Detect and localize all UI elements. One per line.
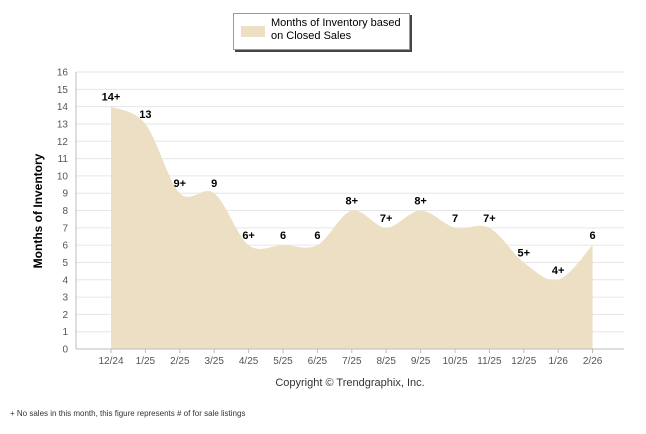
y-tick-label: 7 bbox=[62, 223, 68, 234]
data-label: 13 bbox=[139, 109, 151, 121]
x-tick-label: 2/25 bbox=[170, 356, 190, 367]
y-axis-label: Months of Inventory bbox=[31, 153, 45, 268]
data-label: 6+ bbox=[242, 230, 255, 242]
x-tick-labels: 12/24 1/25 2/25 3/25 4/25 5/25 6/25 7/25 8/25 9/2… bbox=[98, 356, 602, 367]
y-tick-label: 0 bbox=[62, 345, 68, 356]
y-tick-label: 4 bbox=[62, 275, 68, 286]
footnote: + No sales in this month, this figure re… bbox=[10, 409, 246, 418]
y-tick-label: 9 bbox=[62, 189, 68, 200]
data-label: 6 bbox=[590, 230, 596, 242]
series-area bbox=[111, 106, 593, 349]
data-label: 4+ bbox=[552, 265, 565, 277]
data-label: 7+ bbox=[380, 213, 393, 225]
y-tick-label: 11 bbox=[58, 154, 69, 165]
y-tick-label: 3 bbox=[62, 293, 68, 304]
x-tick-label: 6/25 bbox=[308, 356, 328, 367]
data-label: 9+ bbox=[174, 178, 187, 190]
axes bbox=[75, 72, 624, 353]
data-label: 8+ bbox=[346, 196, 359, 208]
y-tick-label: 14 bbox=[57, 102, 69, 113]
legend: Months of Inventory based on Closed Sale… bbox=[233, 13, 410, 50]
x-tick-label: 8/25 bbox=[376, 356, 396, 367]
y-tick-label: 13 bbox=[57, 119, 69, 130]
data-label: 8+ bbox=[414, 196, 427, 208]
y-tick-label: 16 bbox=[57, 68, 69, 79]
x-tick-label: 12/25 bbox=[511, 356, 536, 367]
x-tick-label: 12/24 bbox=[98, 356, 123, 367]
y-tick-label: 12 bbox=[57, 137, 69, 148]
data-label: 6 bbox=[280, 230, 286, 242]
x-tick-label: 2/26 bbox=[583, 356, 603, 367]
data-label: 6 bbox=[314, 230, 320, 242]
data-labels: 14+ 13 9+ 9 6+ 6 6 8+ 7+ 8+ 7 7+ 5+ 4+ 6 bbox=[102, 92, 596, 277]
y-tick-label: 15 bbox=[57, 85, 69, 96]
data-label: 7+ bbox=[483, 213, 496, 225]
x-tick-label: 1/25 bbox=[136, 356, 156, 367]
x-tick-label: 7/25 bbox=[342, 356, 362, 367]
legend-swatch bbox=[241, 26, 265, 37]
y-tick-label: 6 bbox=[62, 241, 68, 252]
x-tick-label: 3/25 bbox=[204, 356, 224, 367]
copyright-text: Copyright © Trendgraphix, Inc. bbox=[275, 377, 425, 389]
y-tick-label: 5 bbox=[62, 258, 68, 269]
y-tick-label: 10 bbox=[57, 171, 69, 182]
data-label: 5+ bbox=[518, 247, 531, 259]
data-label: 9 bbox=[211, 178, 217, 190]
x-tick-label: 5/25 bbox=[273, 356, 293, 367]
x-tick-label: 9/25 bbox=[411, 356, 431, 367]
data-label: 7 bbox=[452, 213, 458, 225]
x-tick-label: 10/25 bbox=[442, 356, 467, 367]
legend-label: Months of Inventory based on Closed Sale… bbox=[271, 17, 401, 42]
x-tick-label: 11/25 bbox=[477, 356, 502, 367]
x-tick-label: 1/26 bbox=[548, 356, 568, 367]
data-label: 14+ bbox=[102, 92, 121, 104]
y-tick-label: 8 bbox=[62, 206, 68, 217]
x-tick-label: 4/25 bbox=[239, 356, 259, 367]
y-tick-label: 1 bbox=[62, 327, 68, 338]
y-tick-label: 2 bbox=[62, 310, 68, 321]
